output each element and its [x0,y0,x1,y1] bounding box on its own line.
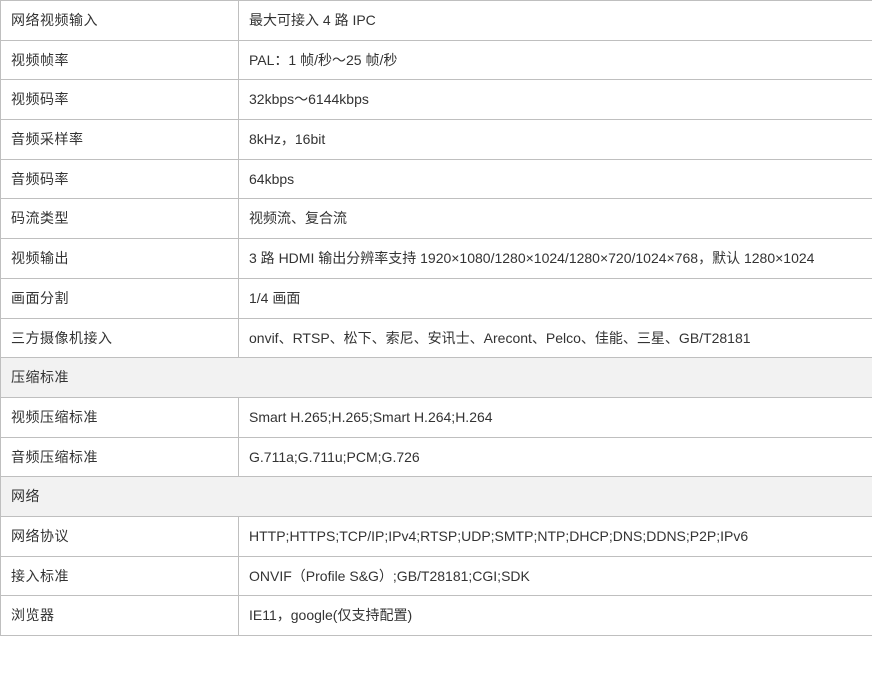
row-value: 3 路 HDMI 输出分辨率支持 1920×1080/1280×1024/128… [239,239,872,279]
row-label: 画面分割 [1,278,239,318]
row-value: Smart H.265;H.265;Smart H.264;H.264 [239,397,872,437]
row-label: 音频采样率 [1,120,239,160]
table-row: 浏览器IE11，google(仅支持配置) [1,596,872,636]
table-row: 视频压缩标准Smart H.265;H.265;Smart H.264;H.26… [1,397,872,437]
row-label: 网络视频输入 [1,1,239,41]
table-row: 视频码率32kbps～6144kbps [1,80,872,120]
table-row: 音频采样率8kHz，16bit [1,120,872,160]
table-row: 画面分割1/4 画面 [1,278,872,318]
row-value: 最大可接入 4 路 IPC [239,1,872,41]
row-value: HTTP;HTTPS;TCP/IP;IPv4;RTSP;UDP;SMTP;NTP… [239,516,872,556]
row-value: 8kHz，16bit [239,120,872,160]
row-label: 音频压缩标准 [1,437,239,477]
row-label: 视频码率 [1,80,239,120]
table-row: 视频输出3 路 HDMI 输出分辨率支持 1920×1080/1280×1024… [1,239,872,279]
table-row: 网络协议HTTP;HTTPS;TCP/IP;IPv4;RTSP;UDP;SMTP… [1,516,872,556]
row-value: onvif、RTSP、松下、索尼、安讯士、Arecont、Pelco、佳能、三星… [239,318,872,358]
row-value: ONVIF（Profile S&G）;GB/T28181;CGI;SDK [239,556,872,596]
row-value: 1/4 画面 [239,278,872,318]
table-row: 音频码率64kbps [1,159,872,199]
table-row: 网络 [1,477,872,517]
spec-table: 网络视频输入最大可接入 4 路 IPC视频帧率PAL：1 帧/秒～25 帧/秒视… [0,0,872,636]
row-label: 音频码率 [1,159,239,199]
row-label: 浏览器 [1,596,239,636]
table-row: 视频帧率PAL：1 帧/秒～25 帧/秒 [1,40,872,80]
row-value: 32kbps～6144kbps [239,80,872,120]
row-value: G.711a;G.711u;PCM;G.726 [239,437,872,477]
table-row: 压缩标准 [1,358,872,398]
table-row: 音频压缩标准G.711a;G.711u;PCM;G.726 [1,437,872,477]
table-row: 三方摄像机接入onvif、RTSP、松下、索尼、安讯士、Arecont、Pelc… [1,318,872,358]
table-row: 码流类型视频流、复合流 [1,199,872,239]
row-value: 64kbps [239,159,872,199]
row-label: 三方摄像机接入 [1,318,239,358]
table-row: 接入标准ONVIF（Profile S&G）;GB/T28181;CGI;SDK [1,556,872,596]
row-label: 视频输出 [1,239,239,279]
row-value: IE11，google(仅支持配置) [239,596,872,636]
row-label: 接入标准 [1,556,239,596]
row-value: PAL：1 帧/秒～25 帧/秒 [239,40,872,80]
row-value: 视频流、复合流 [239,199,872,239]
row-label: 网络协议 [1,516,239,556]
spec-table-body: 网络视频输入最大可接入 4 路 IPC视频帧率PAL：1 帧/秒～25 帧/秒视… [1,1,872,636]
row-label: 视频压缩标准 [1,397,239,437]
section-header: 压缩标准 [1,358,872,398]
row-label: 视频帧率 [1,40,239,80]
row-label: 码流类型 [1,199,239,239]
section-header: 网络 [1,477,872,517]
table-row: 网络视频输入最大可接入 4 路 IPC [1,1,872,41]
